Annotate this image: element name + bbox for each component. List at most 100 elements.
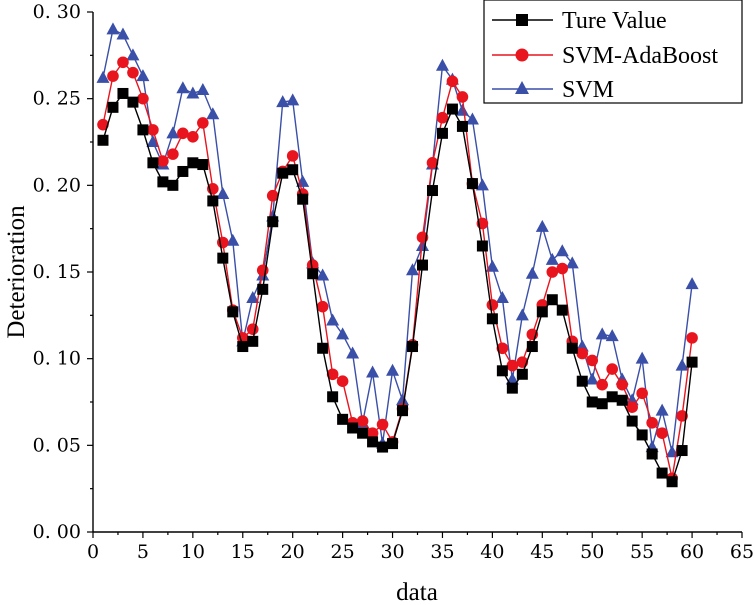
data-point-svm: [226, 233, 240, 246]
data-point-svm: [535, 219, 549, 232]
data-point-svm: [166, 126, 180, 139]
data-point-svm-adaboost: [376, 418, 389, 431]
y-tick-label: 0. 30: [33, 1, 81, 23]
y-tick-label: 0. 20: [33, 174, 81, 196]
x-tick-label: 55: [630, 541, 654, 563]
data-point-ture-value: [656, 467, 668, 479]
x-tick-label: 45: [530, 541, 554, 563]
data-point-svm-adaboost: [306, 259, 319, 271]
data-point-svm: [396, 393, 410, 406]
data-point-svm: [176, 81, 190, 94]
x-tick-label: 15: [231, 541, 255, 563]
data-point-svm-adaboost: [486, 299, 499, 311]
data-point-svm-adaboost: [286, 150, 299, 162]
data-point-svm-adaboost: [626, 401, 638, 414]
data-point-svm: [366, 365, 380, 378]
data-point-ture-value: [666, 476, 678, 488]
data-point-ture-value: [526, 341, 538, 353]
legend-label-svm: SVM: [562, 77, 614, 103]
data-point-ture-value: [516, 368, 528, 380]
data-point-ture-value: [416, 259, 428, 271]
data-point-ture-value: [257, 283, 269, 295]
data-point-svm: [435, 58, 449, 71]
data-point-ture-value: [317, 342, 329, 354]
data-point-svm: [545, 252, 559, 265]
data-point-ture-value: [307, 268, 319, 280]
data-point-ture-value: [397, 405, 409, 417]
data-point-ture-value: [97, 134, 109, 146]
data-point-svm: [106, 22, 120, 35]
data-point-ture-value: [546, 294, 558, 306]
data-point-ture-value: [436, 127, 448, 139]
data-point-svm: [316, 268, 330, 281]
data-point-svm-adaboost: [686, 332, 698, 344]
data-point-ture-value: [177, 165, 189, 177]
data-point-svm: [126, 48, 140, 61]
data-point-svm-adaboost: [506, 359, 519, 372]
data-point-svm-adaboost: [157, 155, 169, 167]
data-point-svm-adaboost: [586, 354, 599, 367]
data-point-svm-adaboost: [426, 157, 439, 169]
data-point-ture-value: [147, 157, 159, 169]
legend-item-ture-value: Ture Value: [492, 8, 667, 34]
x-tick-label: 35: [430, 541, 454, 563]
y-tick-label: 0. 25: [33, 88, 81, 110]
data-point-svm-adaboost: [356, 415, 369, 427]
data-point-ture-value: [187, 157, 199, 169]
data-point-ture-value: [486, 313, 498, 325]
axis-ticks: 0 5 10 15 20 25 30 35 40 45 50 55 60 65 0. 00 0. 05 0. 1…: [33, 1, 754, 563]
legend-swatch-marker-ture-value: [516, 14, 528, 26]
data-point-ture-value: [616, 394, 628, 406]
x-tick-label: 40: [480, 541, 504, 563]
data-point-ture-value: [536, 306, 548, 318]
data-point-ture-value: [466, 178, 478, 190]
data-point-svm: [116, 27, 130, 40]
data-point-svm-adaboost: [656, 427, 668, 440]
data-point-svm: [196, 83, 210, 95]
data-point-ture-value: [407, 341, 419, 353]
data-point-svm-adaboost: [97, 118, 109, 131]
data-point-ture-value: [506, 382, 518, 394]
data-point-ture-value: [387, 438, 399, 450]
y-axis-title: Deterioration: [3, 205, 30, 339]
data-point-svm-adaboost: [646, 417, 658, 429]
data-point-svm-adaboost: [187, 131, 199, 143]
data-point-svm: [216, 187, 230, 199]
data-point-ture-value: [596, 398, 608, 410]
data-point-svm: [495, 291, 509, 303]
data-point-svm: [585, 372, 599, 385]
data-point-ture-value: [626, 415, 638, 427]
data-point-svm: [515, 308, 529, 321]
data-point-svm-adaboost: [336, 375, 349, 388]
data-point-ture-value: [207, 195, 219, 207]
x-tick-label: 50: [580, 541, 604, 563]
data-point-svm-adaboost: [596, 378, 609, 391]
data-point-svm: [415, 239, 429, 251]
data-point-svm: [605, 329, 619, 342]
data-point-svm-adaboost: [576, 347, 589, 360]
data-point-ture-value: [446, 103, 458, 115]
data-point-ture-value: [237, 341, 249, 353]
data-point-svm-adaboost: [616, 378, 628, 391]
data-point-ture-value: [606, 391, 618, 403]
legend-swatch-marker-svm: [515, 81, 529, 94]
data-point-svm: [336, 327, 350, 340]
data-point-ture-value: [377, 441, 389, 453]
legend-item-svm: SVM: [492, 77, 614, 103]
data-point-ture-value: [287, 164, 299, 176]
data-point-svm: [246, 291, 260, 303]
data-point-svm-adaboost: [446, 75, 459, 88]
series-svm-adaboost: [97, 56, 698, 485]
data-point-svm: [635, 351, 649, 364]
y-tick-label: 0. 10: [33, 348, 81, 370]
data-point-svm-adaboost: [326, 368, 339, 381]
data-point-svm: [186, 86, 200, 99]
data-point-ture-value: [137, 124, 149, 136]
data-point-ture-value: [277, 167, 289, 179]
data-point-svm-adaboost: [316, 300, 329, 313]
data-point-svm: [146, 135, 160, 147]
data-point-svm: [525, 266, 539, 279]
data-point-svm-adaboost: [117, 56, 129, 69]
data-point-ture-value: [247, 335, 259, 347]
